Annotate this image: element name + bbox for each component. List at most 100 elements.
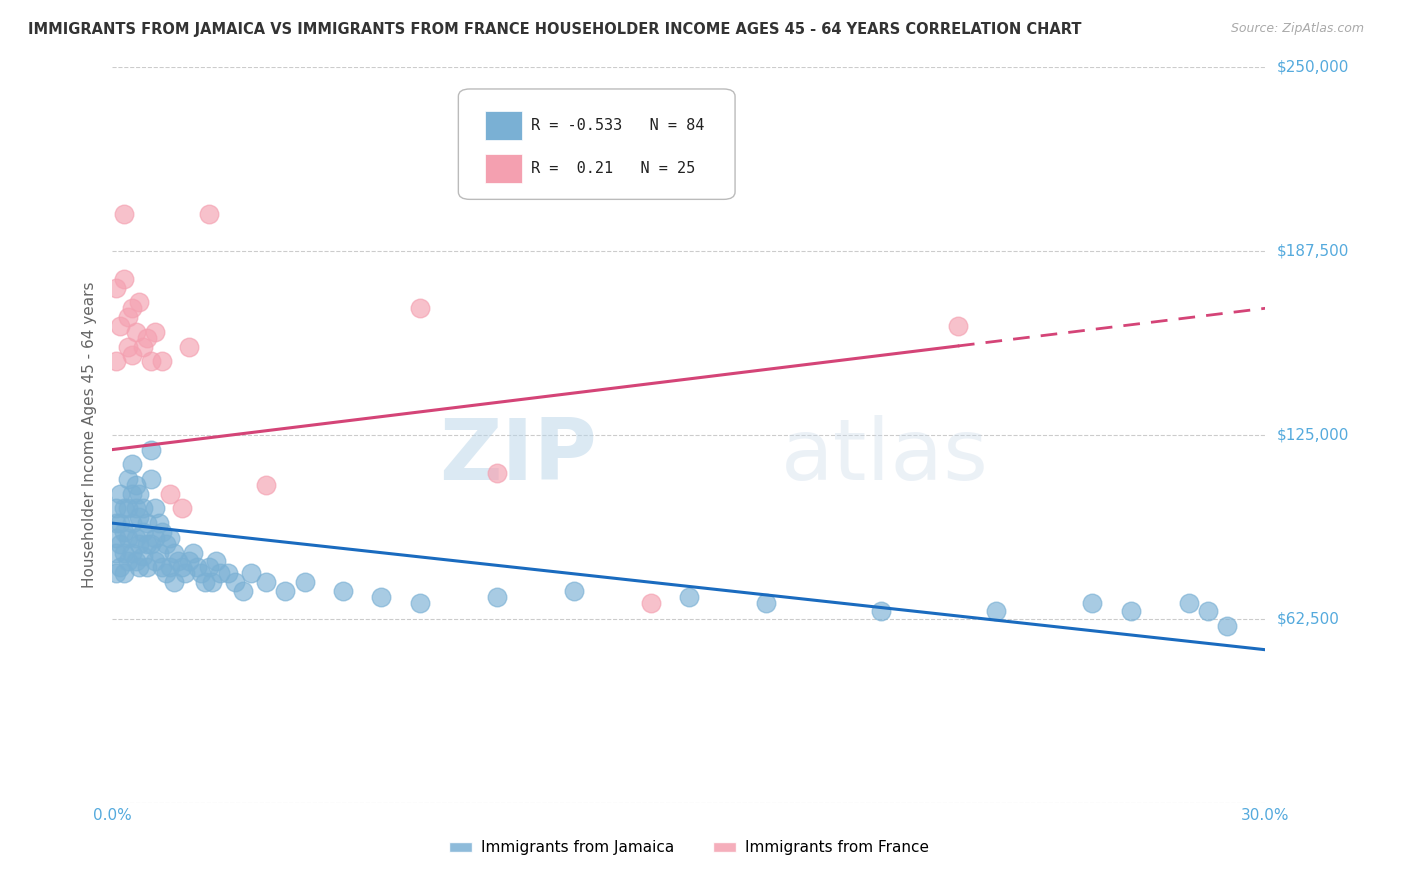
Text: $187,500: $187,500	[1277, 244, 1348, 259]
Point	[152, 524, 174, 539]
Point	[678, 590, 700, 604]
Point	[239, 566, 262, 581]
Point	[152, 560, 174, 574]
Point	[254, 478, 277, 492]
Point	[128, 510, 150, 524]
Point	[194, 575, 217, 590]
Point	[128, 560, 150, 574]
Point	[121, 545, 143, 560]
Point	[139, 354, 162, 368]
Point	[181, 545, 204, 560]
Point	[124, 478, 146, 492]
Point	[870, 605, 893, 619]
Point	[105, 545, 128, 560]
Point	[159, 487, 181, 501]
Point	[155, 537, 177, 551]
Point	[1119, 605, 1142, 619]
Point	[124, 325, 146, 339]
Point	[117, 310, 139, 325]
Point	[1197, 605, 1219, 619]
Text: atlas: atlas	[782, 416, 990, 499]
Point	[174, 566, 197, 581]
Point	[132, 340, 155, 354]
Point	[217, 566, 239, 581]
Point	[117, 554, 139, 568]
Point	[112, 272, 135, 286]
Point	[112, 501, 135, 516]
Point	[201, 575, 224, 590]
Point	[294, 575, 316, 590]
Point	[132, 524, 155, 539]
Point	[108, 318, 131, 333]
Text: $125,000: $125,000	[1277, 427, 1348, 442]
Point	[117, 501, 139, 516]
Point	[121, 457, 143, 471]
Point	[121, 348, 143, 362]
Point	[136, 331, 159, 345]
Point	[143, 501, 166, 516]
Point	[136, 560, 159, 574]
Point	[254, 575, 277, 590]
Point	[485, 590, 508, 604]
Point	[112, 207, 135, 221]
Point	[370, 590, 392, 604]
Point	[132, 501, 155, 516]
Point	[143, 325, 166, 339]
Point	[209, 566, 232, 581]
Point	[1081, 596, 1104, 610]
Point	[274, 583, 297, 598]
Point	[108, 516, 131, 530]
Point	[152, 354, 174, 368]
Point	[108, 487, 131, 501]
Point	[143, 554, 166, 568]
Point	[155, 566, 177, 581]
Point	[163, 575, 186, 590]
Point	[136, 516, 159, 530]
Point	[179, 340, 201, 354]
Point	[105, 531, 128, 545]
Point	[1177, 596, 1199, 610]
Point	[232, 583, 254, 598]
Point	[986, 605, 1008, 619]
Point	[112, 545, 135, 560]
Point	[170, 560, 193, 574]
Point	[197, 207, 219, 221]
Point	[159, 531, 181, 545]
Point	[332, 583, 354, 598]
Point	[205, 554, 228, 568]
Point	[148, 516, 170, 530]
Text: $250,000: $250,000	[1277, 60, 1348, 74]
Point	[755, 596, 778, 610]
Point	[128, 295, 150, 310]
Point	[112, 566, 135, 581]
Point	[124, 501, 146, 516]
Text: R = -0.533   N = 84: R = -0.533 N = 84	[531, 118, 704, 133]
Point	[139, 537, 162, 551]
Point	[105, 566, 128, 581]
Point	[117, 531, 139, 545]
Y-axis label: Householder Income Ages 45 - 64 years: Householder Income Ages 45 - 64 years	[82, 282, 97, 588]
Point	[166, 554, 188, 568]
Point	[112, 524, 135, 539]
Point	[117, 472, 139, 486]
Point	[108, 560, 131, 574]
Point	[163, 545, 186, 560]
FancyBboxPatch shape	[485, 111, 522, 140]
Text: $62,500: $62,500	[1277, 611, 1340, 626]
Point	[159, 560, 181, 574]
Point	[132, 549, 155, 563]
Point	[148, 545, 170, 560]
Point	[640, 596, 662, 610]
Point	[108, 537, 131, 551]
Point	[121, 301, 143, 316]
Point	[409, 301, 432, 316]
Point	[562, 583, 585, 598]
Point	[105, 501, 128, 516]
Legend: Immigrants from Jamaica, Immigrants from France: Immigrants from Jamaica, Immigrants from…	[443, 834, 935, 862]
Point	[105, 516, 128, 530]
Point	[136, 537, 159, 551]
Point	[946, 318, 969, 333]
Point	[190, 566, 212, 581]
Point	[485, 466, 508, 480]
Point	[124, 531, 146, 545]
